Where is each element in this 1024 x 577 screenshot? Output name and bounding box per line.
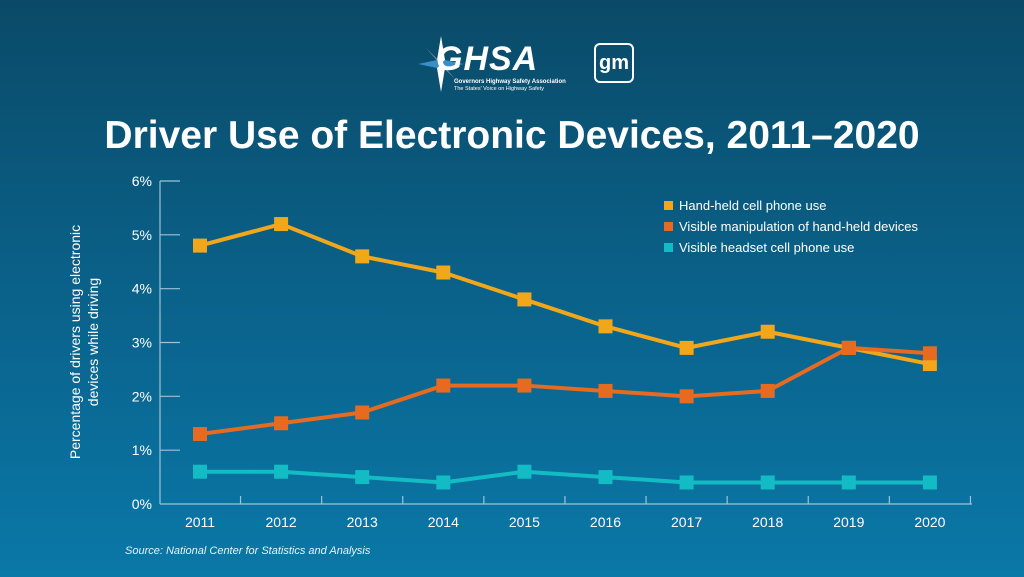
x-tick-label: 2013 (347, 514, 378, 530)
data-point (517, 378, 532, 393)
x-tick-label: 2017 (671, 514, 702, 530)
chart-title: Driver Use of Electronic Devices, 2011–2… (104, 114, 920, 157)
x-tick-label: 2014 (428, 514, 459, 530)
data-point (436, 378, 451, 393)
gm-logo: gm (594, 43, 634, 83)
data-point (193, 464, 207, 479)
legend-swatch (664, 243, 673, 252)
x-tick-label: 2011 (185, 514, 215, 530)
legend-label: Visible headset cell phone use (679, 240, 855, 255)
compass-star-icon (418, 36, 464, 92)
legend-label: Visible manipulation of hand-held device… (679, 219, 918, 234)
data-point (679, 340, 694, 355)
legend-swatch (664, 222, 673, 231)
y-tick-label: 1% (132, 442, 152, 458)
series-line (199, 345, 931, 436)
data-point (355, 470, 370, 485)
data-point (274, 416, 289, 431)
x-tick-label: 2020 (914, 514, 945, 530)
data-point (922, 357, 937, 372)
data-point (355, 405, 370, 420)
x-tick-label: 2019 (833, 514, 864, 530)
x-tick-label: 2012 (266, 514, 297, 530)
x-tick-label: 2015 (509, 514, 540, 530)
data-point (598, 319, 613, 334)
x-tick-label: 2016 (590, 514, 621, 530)
legend: Hand-held cell phone use Visible manipul… (664, 195, 918, 258)
y-tick-label: 3% (132, 335, 152, 351)
ghsa-logo: GHSA Governors Highway Safety Associatio… (416, 34, 574, 92)
data-point (760, 383, 775, 398)
legend-label: Hand-held cell phone use (679, 198, 827, 213)
data-point (841, 475, 856, 490)
legend-item: Hand-held cell phone use (664, 195, 918, 216)
ghsa-name: Governors Highway Safety Association (454, 79, 566, 85)
data-point (679, 475, 694, 490)
y-tick-label: 6% (132, 173, 152, 189)
data-point (679, 389, 694, 404)
y-tick-label: 5% (132, 227, 152, 243)
data-point (598, 470, 613, 485)
data-point (517, 464, 532, 479)
logos: GHSA Governors Highway Safety Associatio… (416, 34, 634, 92)
data-point (355, 249, 370, 264)
data-point (598, 383, 613, 398)
ghsa-wordmark: GHSA (436, 40, 539, 78)
ghsa-tagline: The States' Voice on Highway Safety (454, 86, 545, 92)
data-point (274, 464, 289, 479)
data-point (922, 346, 937, 361)
y-tick-label: 2% (132, 388, 152, 404)
y-axis-label: Percentage of drivers using electronic de… (67, 225, 101, 459)
y-tick-label: 0% (132, 496, 152, 512)
data-point (193, 238, 207, 253)
legend-item: Visible headset cell phone use (664, 237, 918, 258)
x-tick-label: 2018 (752, 514, 783, 530)
data-point (841, 340, 856, 355)
data-point (922, 475, 937, 490)
source-note: Source: National Center for Statistics a… (125, 545, 371, 557)
series-line (199, 222, 931, 366)
data-point (517, 292, 532, 307)
data-point (274, 217, 289, 232)
y-tick-label: 4% (132, 281, 152, 297)
legend-swatch (664, 201, 673, 210)
data-point (760, 324, 775, 339)
series-line (200, 469, 930, 485)
data-point (436, 265, 451, 280)
data-point (436, 475, 451, 490)
data-point (760, 475, 775, 490)
legend-item: Visible manipulation of hand-held device… (664, 216, 918, 237)
data-point (193, 427, 207, 442)
